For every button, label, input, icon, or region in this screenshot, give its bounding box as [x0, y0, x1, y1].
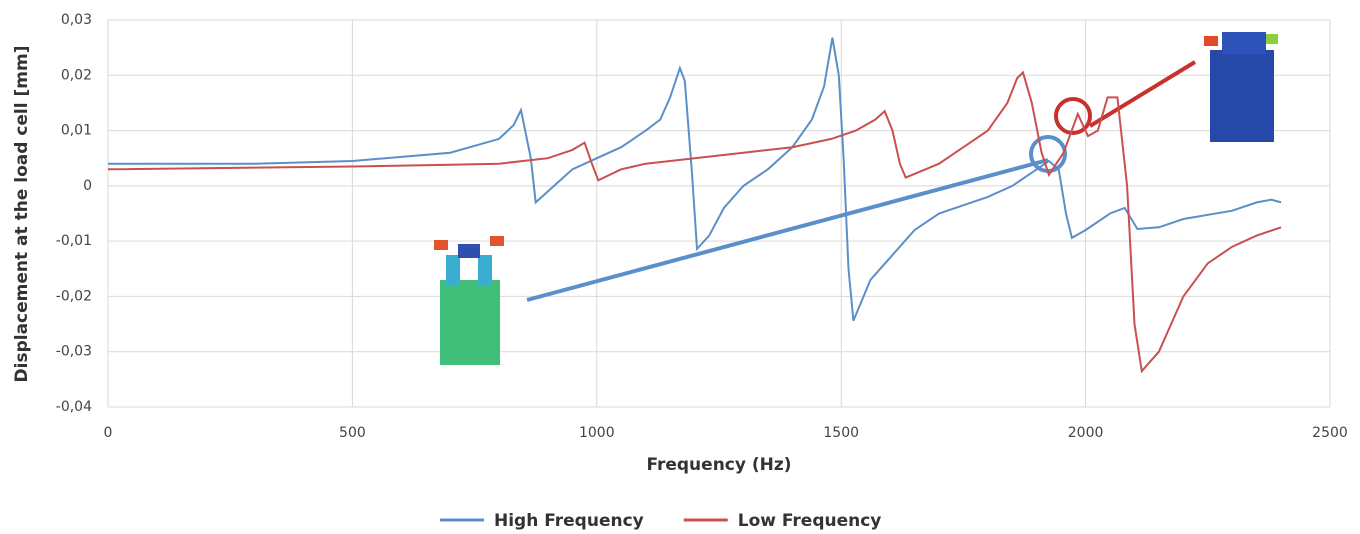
x-tick-label: 0 [104, 425, 113, 441]
x-axis-title: Frequency (Hz) [646, 455, 791, 475]
inset-model [1210, 50, 1274, 142]
annotation-circle [1031, 137, 1065, 171]
series-line [108, 38, 1281, 321]
inset-model [1266, 34, 1278, 44]
y-tick-label: -0,01 [56, 233, 92, 249]
inset-model [1204, 36, 1218, 46]
y-tick-label: -0,03 [56, 344, 92, 360]
legend-label: High Frequency [494, 511, 644, 531]
inset-model [446, 255, 460, 285]
inset-model [478, 255, 492, 285]
inset-model [434, 240, 448, 250]
annotation-pointer [1090, 62, 1195, 126]
y-tick-label: 0,03 [61, 12, 92, 28]
inset-model [440, 280, 500, 365]
y-tick-label: -0,04 [56, 399, 92, 415]
x-tick-label: 1500 [823, 425, 859, 441]
x-tick-label: 1000 [579, 425, 615, 441]
inset-model [490, 236, 504, 246]
x-tick-label: 2500 [1312, 425, 1348, 441]
y-tick-label: 0 [83, 178, 92, 194]
y-tick-label: -0,02 [56, 288, 92, 304]
y-tick-label: 0,01 [61, 123, 92, 139]
y-axis-title: Displacement at the load cell [mm] [12, 46, 32, 383]
inset-model [1222, 32, 1266, 54]
y-tick-label: 0,02 [61, 67, 92, 83]
chart: Frequency (Hz) Displacement at the load … [0, 0, 1360, 534]
x-tick-label: 500 [339, 425, 366, 441]
inset-model [458, 244, 480, 258]
annotation-pointer [527, 160, 1048, 300]
legend-label: Low Frequency [738, 511, 882, 531]
x-tick-label: 2000 [1068, 425, 1104, 441]
